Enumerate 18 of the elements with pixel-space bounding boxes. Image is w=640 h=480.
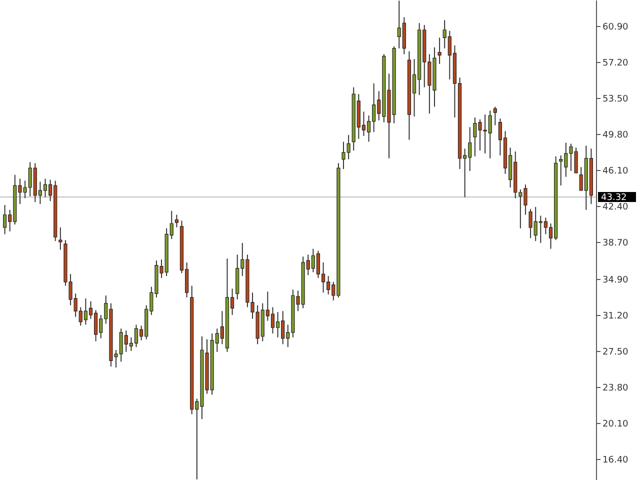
y-tick-label: 38.70 <box>602 238 629 248</box>
y-tick-label: 42.40 <box>602 202 629 212</box>
y-tick-label: 16.40 <box>602 455 629 466</box>
y-tick-label: 23.80 <box>602 383 629 394</box>
candlestick <box>174 214 178 228</box>
y-tick-label: 31.20 <box>602 311 629 322</box>
ref-line-label: 43.32 <box>601 193 627 204</box>
y-tick-label: 49.80 <box>602 130 629 140</box>
candlestick <box>438 37 442 64</box>
y-tick-label: 20.10 <box>602 419 629 430</box>
candlestick <box>58 226 62 250</box>
y-tick-label: 46.10 <box>602 166 629 176</box>
y-tick-label: 60.90 <box>602 22 629 32</box>
y-tick-label: 57.20 <box>602 58 629 68</box>
y-tick-label: 34.90 <box>602 275 629 286</box>
y-tick-label: 53.50 <box>602 94 629 104</box>
candlestick <box>493 106 497 126</box>
y-tick-label: 27.50 <box>602 347 629 358</box>
